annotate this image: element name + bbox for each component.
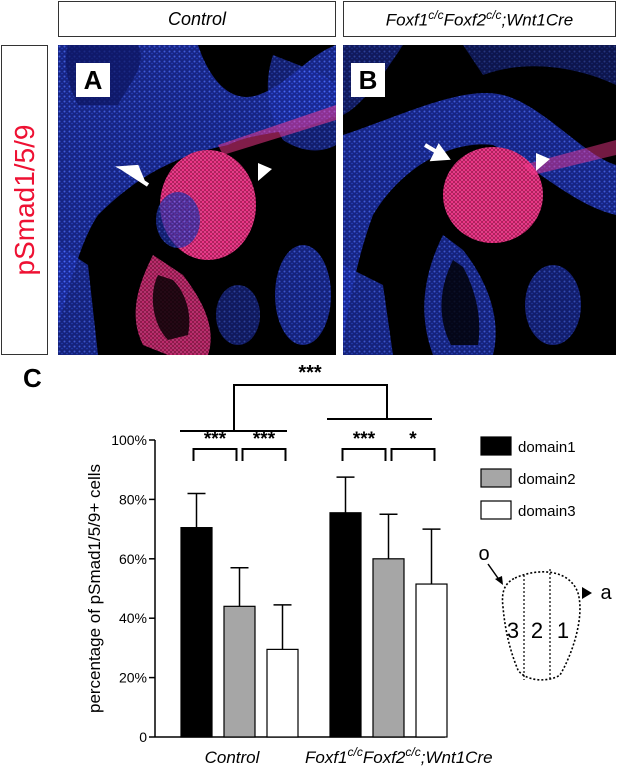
legend-label: domain2 — [518, 471, 576, 488]
significance-bracket — [341, 448, 387, 461]
panel-letter-b: B — [351, 63, 385, 97]
significance-bracket — [390, 448, 436, 461]
bar — [329, 512, 362, 738]
y-tick-label: 80% — [119, 491, 147, 507]
bar — [372, 558, 405, 738]
schematic-outline — [501, 571, 581, 681]
panel-letter-a: A — [76, 63, 110, 97]
y-tick-label: 100% — [111, 432, 147, 448]
arrow-icon — [423, 143, 451, 162]
schematic-arrow-label: o — [478, 543, 489, 565]
y-tick-label: 20% — [119, 670, 147, 686]
significance-bracket — [241, 448, 287, 461]
panel-letter-c: C — [23, 363, 42, 393]
bar — [415, 583, 448, 738]
arrowhead-icon — [582, 587, 592, 599]
y-tick-label: 0 — [139, 729, 147, 745]
schematic-label: 1 — [557, 618, 569, 643]
bar — [180, 527, 213, 738]
arrowhead-icon — [536, 153, 550, 171]
significance-bracket — [192, 448, 238, 461]
arrowhead-icon — [258, 163, 272, 181]
significance-label: *** — [298, 362, 322, 384]
legend-swatch — [480, 436, 512, 456]
significance-label: * — [409, 429, 417, 450]
significance-label: *** — [353, 429, 376, 450]
significance-bracket — [233, 384, 388, 431]
legend-swatch — [480, 500, 512, 520]
bar — [223, 605, 256, 738]
row-label-box: pSmad1/5/9 — [1, 45, 48, 355]
significance-label: *** — [253, 429, 276, 450]
arrowhead-icon — [495, 576, 503, 585]
schematic-arrow-label: a — [600, 582, 612, 604]
header-control: Control — [58, 1, 336, 37]
bar — [266, 648, 299, 738]
micrograph-b-image — [343, 45, 616, 355]
x-tick-label-control: Control — [205, 748, 261, 767]
legend-label: domain1 — [518, 439, 576, 456]
header-mutant: Foxf1c/cFoxf2c/c;Wnt1Cre — [343, 1, 616, 37]
schematic-label: 3 — [507, 618, 519, 643]
y-tick-label: 40% — [119, 610, 147, 626]
legend-swatch — [480, 468, 512, 488]
micrograph-b: B — [343, 45, 616, 355]
arrow-icon — [115, 164, 150, 187]
y-tick-label: 60% — [119, 551, 147, 567]
x-tick-label-mutant: Foxf1c/cFoxf2c/c;Wnt1Cre — [305, 745, 493, 767]
micrograph-a-image — [58, 45, 336, 355]
row-label: pSmad1/5/9 — [8, 124, 40, 276]
bar-chart: C 0 20% 40% 60% 80% 100% percentage of pSmad1/5… — [23, 362, 612, 767]
header-mutant-label: Foxf1c/cFoxf2c/c;Wnt1Cre — [385, 7, 574, 30]
legend-label: domain3 — [518, 503, 576, 520]
y-axis-label: percentage of pSmad1/5/9+ cells — [85, 464, 104, 713]
micrograph-a: A — [58, 45, 336, 355]
header-control-label: Control — [167, 8, 227, 29]
schematic-label: 2 — [531, 618, 543, 643]
significance-label: *** — [204, 429, 227, 450]
